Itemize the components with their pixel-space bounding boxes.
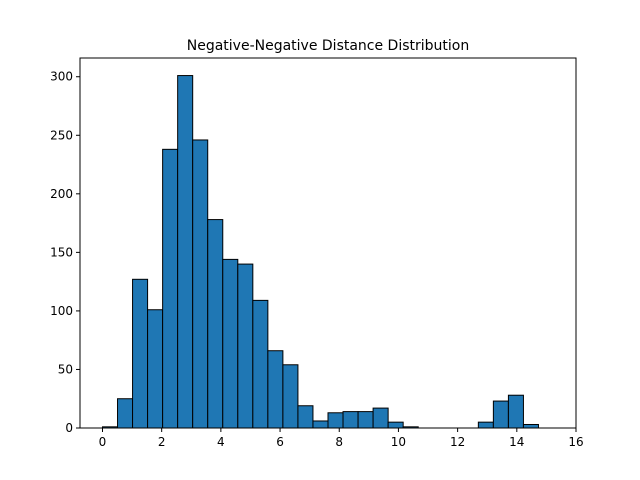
x-tick-label: 4 <box>217 435 225 449</box>
x-tick-label: 16 <box>568 435 583 449</box>
histogram-bar <box>192 139 209 429</box>
x-tick-label: 10 <box>391 435 406 449</box>
y-tick-label: 150 <box>50 245 73 259</box>
histogram-bar <box>267 350 284 429</box>
histogram-bar <box>222 258 239 429</box>
histogram-bar <box>342 411 359 429</box>
y-tick-label: 50 <box>58 362 73 376</box>
plot-frame <box>79 57 577 429</box>
histogram-bar <box>372 407 389 429</box>
histogram-bar <box>282 364 299 429</box>
x-tick-label: 12 <box>450 435 465 449</box>
y-tick-label: 300 <box>50 70 73 84</box>
y-tick-label: 0 <box>65 421 73 435</box>
histogram-bar <box>117 398 134 429</box>
x-tick-label: 0 <box>99 435 107 449</box>
histogram-bar <box>507 394 524 429</box>
x-tick-label: 2 <box>158 435 166 449</box>
histogram-bar <box>357 411 374 429</box>
histogram-bar <box>147 309 164 429</box>
x-axis: 0 2 4 6 8 10 12 14 16 <box>99 428 584 449</box>
histogram-bar <box>162 148 179 429</box>
x-tick-label: 6 <box>276 435 284 449</box>
histogram-bar <box>252 299 269 429</box>
y-tick-label: 100 <box>50 304 73 318</box>
histogram-bar <box>522 423 539 429</box>
x-tick-label: 8 <box>335 435 343 449</box>
histogram-bar <box>387 421 404 429</box>
histogram-bar <box>312 420 329 429</box>
histogram-bar <box>477 421 494 429</box>
histogram-bar <box>297 405 314 429</box>
histogram-bar <box>207 219 224 429</box>
histogram-bar <box>327 412 344 429</box>
x-tick-label: 14 <box>509 435 524 449</box>
histogram-bar <box>177 75 194 429</box>
histogram-bar <box>132 278 149 429</box>
bars-group <box>101 75 539 429</box>
histogram-bar <box>237 263 254 429</box>
y-tick-label: 200 <box>50 187 73 201</box>
chart-title: Negative-Negative Distance Distribution <box>187 38 470 54</box>
y-tick-label: 250 <box>50 128 73 142</box>
y-axis: 0 50 100 150 200 250 300 <box>50 70 80 435</box>
histogram-bar <box>492 400 509 429</box>
